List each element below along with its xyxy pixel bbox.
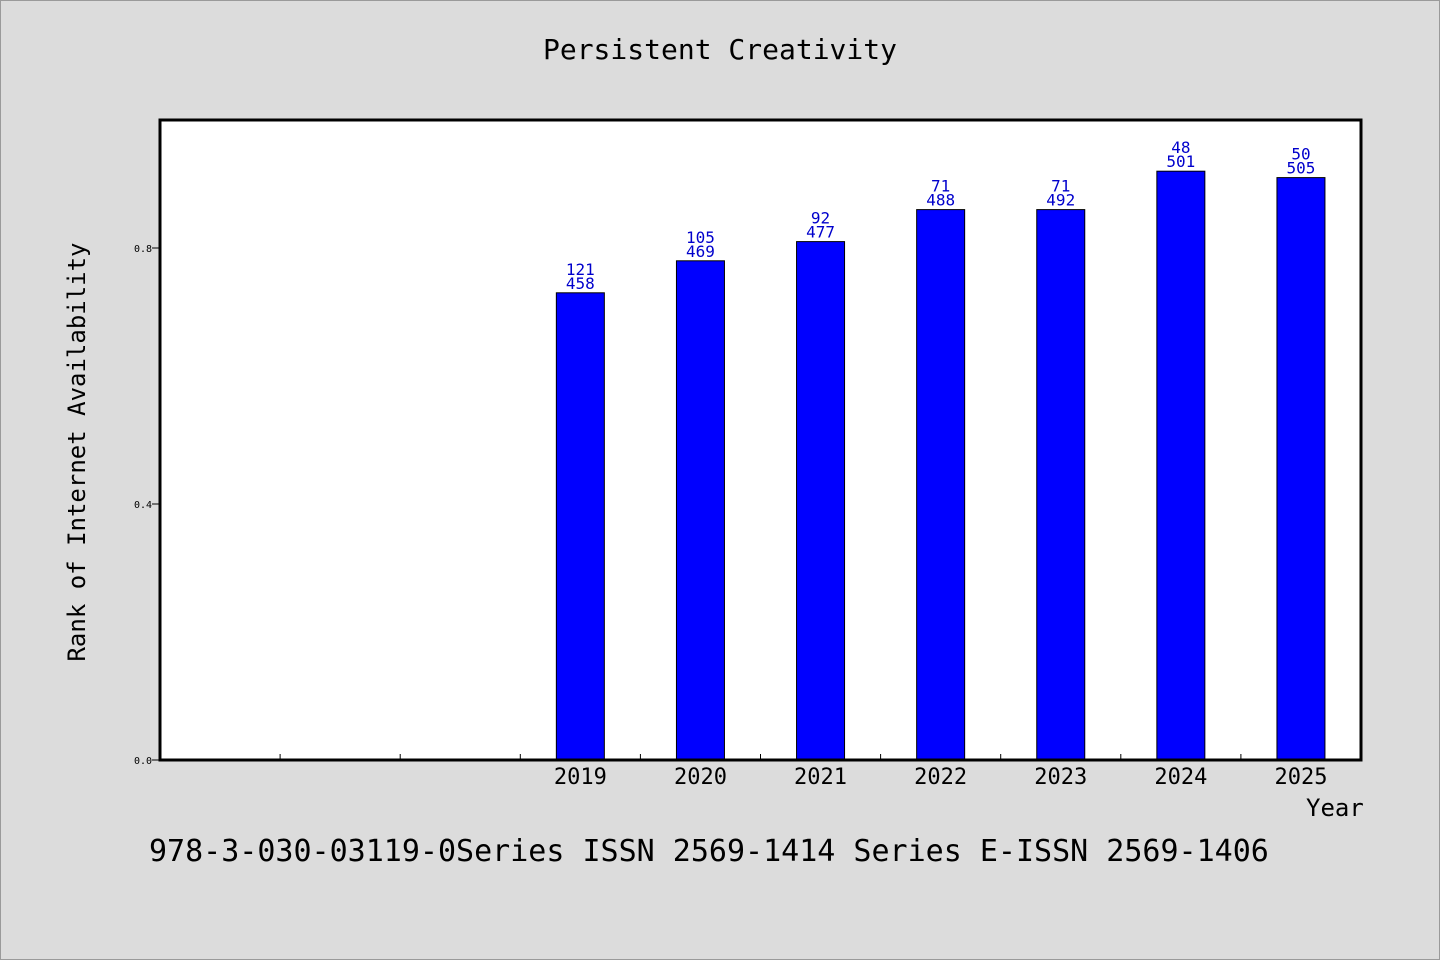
x-tick-label: 2024 [1154,765,1207,790]
bar-label-rank: 48 [1171,138,1190,157]
bar-label-rank: 121 [566,260,595,279]
chart-title: Persistent Creativity [542,33,897,66]
x-tick-label: 2023 [1034,765,1087,790]
plot-border [158,118,1363,762]
bar-label-score: 505 [1286,159,1315,178]
footer-text: 978-3-030-03119-0Series ISSN 2569-1414 S… [149,834,1269,869]
y-tick-label: 0.8 [134,244,152,255]
bar-label-score: 501 [1166,152,1195,171]
bar [916,209,966,761]
bar [1276,177,1326,761]
x-tick-label: 2022 [914,765,967,790]
y-tick-label: 0.0 [134,756,152,767]
bar [675,260,725,761]
bar [555,292,605,761]
x-tick-label: 2020 [674,765,727,790]
bar-label-score: 488 [926,191,955,210]
y-tick-label: 0.4 [134,500,152,511]
bar-label-score: 458 [566,274,595,293]
bar-label-rank: 71 [931,177,950,196]
bar [1156,170,1206,761]
bar-label-score: 477 [806,223,835,242]
bar [796,241,846,761]
bar-label-score: 492 [1046,191,1075,210]
bar-label-rank: 105 [686,228,715,247]
bar-label-rank: 71 [1051,177,1070,196]
bar-label-rank: 50 [1291,145,1310,164]
bar-label-rank: 92 [811,209,830,228]
bar [1036,209,1086,761]
bar-label-score: 469 [686,242,715,261]
x-tick-label: 2021 [794,765,847,790]
x-axis-label: Year [1306,794,1364,822]
x-tick-label: 2019 [554,765,607,790]
x-tick-label: 2025 [1274,765,1327,790]
